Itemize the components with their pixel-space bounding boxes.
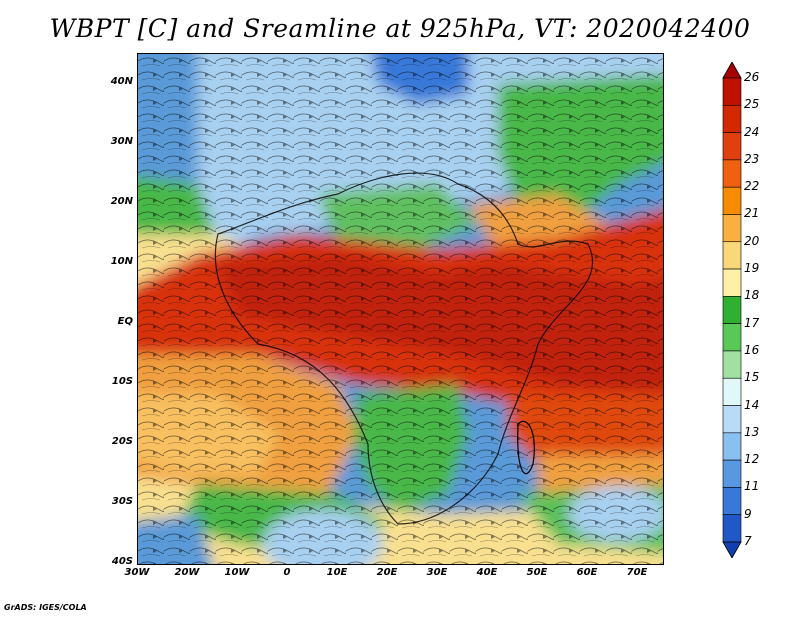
colorbar-label: 22	[744, 179, 760, 194]
colorbar-box	[722, 214, 742, 243]
lon-label-10e: 10E	[326, 567, 348, 578]
colorbar-label: 17	[744, 315, 760, 330]
colorbar-label: 7	[744, 534, 752, 548]
grads-credit: GrADS: IGES/COLA	[4, 603, 87, 612]
lon-label-0: 0	[283, 567, 291, 578]
lon-label-20e: 20E	[376, 567, 398, 578]
lon-label-30w: 30W	[124, 567, 150, 578]
colorbar-label: 23	[744, 151, 760, 166]
colorbar-box	[722, 377, 742, 406]
madagascar-coastline	[517, 420, 535, 475]
colorbar-box	[722, 487, 742, 516]
lat-label-10n: 10N	[110, 256, 133, 267]
colorbar-label: 18	[744, 288, 760, 303]
colorbar-label: 13	[744, 424, 760, 439]
lat-label-20n: 20N	[110, 196, 133, 207]
lon-label-20w: 20W	[174, 567, 200, 578]
colorbar-label: 24	[744, 124, 760, 139]
colorbar-box	[722, 323, 742, 352]
colorbar-bottom-triangle	[722, 541, 742, 558]
colorbar-box	[722, 350, 742, 379]
colorbar-label: 12	[744, 452, 760, 467]
lon-label-40e: 40E	[476, 567, 498, 578]
colorbar-box	[722, 104, 742, 133]
lon-label-50e: 50E	[526, 567, 548, 578]
colorbar-label: 20	[744, 233, 760, 248]
lon-label-60e: 60E	[576, 567, 598, 578]
lat-label-eq: EQ	[117, 316, 133, 327]
colorbar-label: 9	[744, 506, 752, 521]
colorbar-box	[722, 268, 742, 297]
colorbar-box	[722, 159, 742, 188]
lat-label-10s: 10S	[111, 376, 133, 387]
colorbar-box	[722, 432, 742, 461]
lat-label-30n: 30N	[110, 136, 133, 147]
colorbar-box	[722, 405, 742, 434]
colorbar-label: 26	[744, 70, 760, 84]
lat-label-40s: 40S	[111, 556, 133, 567]
colorbar-box	[722, 186, 742, 215]
colorbar-label: 14	[744, 397, 760, 412]
colorbar-label: 21	[744, 206, 760, 221]
colorbar-box	[722, 296, 742, 324]
colorbar-label: 16	[744, 342, 760, 357]
colorbar-label: 11	[744, 479, 760, 494]
colorbar-label: 19	[744, 261, 760, 276]
colorbar-box	[722, 132, 742, 161]
lat-label-30s: 30S	[111, 496, 133, 507]
map-panel	[137, 53, 664, 565]
lon-label-30e: 30E	[426, 567, 448, 578]
colorbar-box	[722, 77, 742, 106]
colorbar-label: 15	[744, 370, 760, 385]
colorbar-top-triangle	[722, 62, 742, 79]
streamlines	[138, 54, 663, 564]
colorbar-box	[722, 241, 742, 270]
colorbar-box	[722, 459, 742, 488]
colorbar-label: 25	[744, 97, 760, 112]
colorbar	[722, 62, 742, 558]
lat-label-20s: 20S	[111, 436, 133, 447]
africa-coastline	[214, 172, 594, 525]
lon-label-70e: 70E	[626, 567, 648, 578]
map-title: WBPT [C] and Sreamline at 925hPa, VT: 20…	[49, 14, 751, 43]
lon-label-10w: 10W	[224, 567, 250, 578]
wbpt-field-map	[138, 54, 663, 564]
colorbar-box	[722, 514, 742, 543]
lat-label-40n: 40N	[110, 76, 133, 87]
